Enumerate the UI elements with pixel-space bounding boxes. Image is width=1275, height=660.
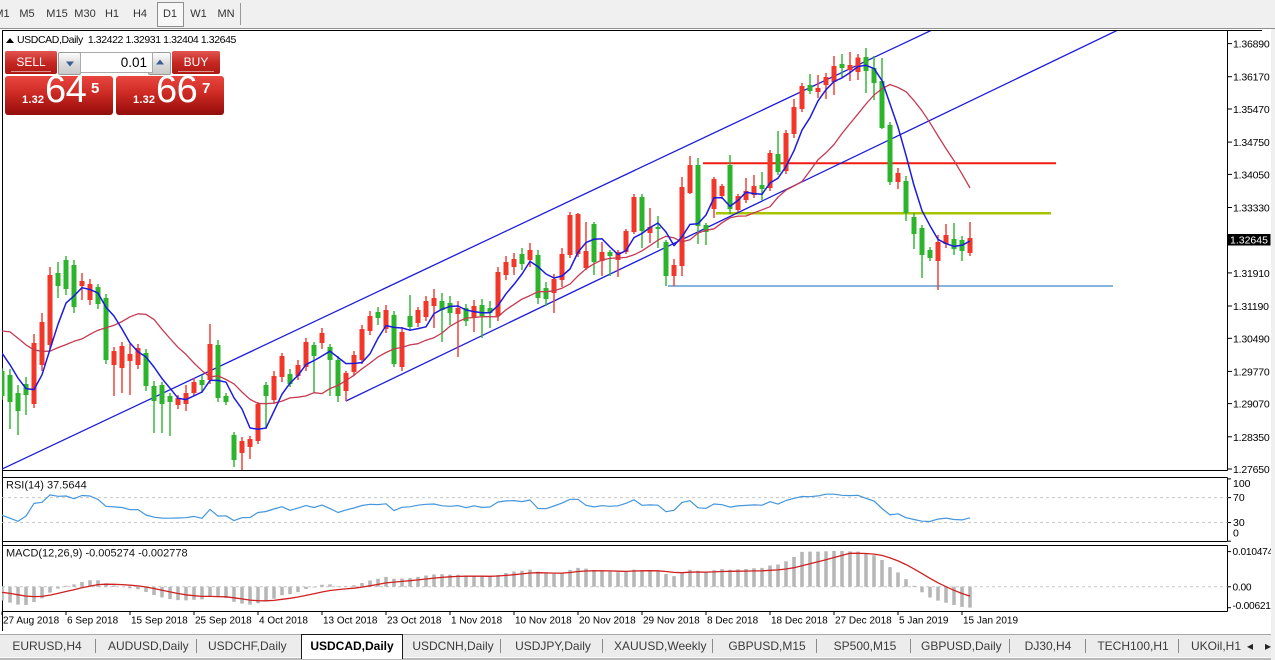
svg-text:1.34050: 1.34050 xyxy=(1233,169,1270,181)
svg-text:0.00: 0.00 xyxy=(1233,582,1252,593)
svg-text:23 Oct 2018: 23 Oct 2018 xyxy=(387,616,442,627)
svg-text:8 Dec 2018: 8 Dec 2018 xyxy=(707,616,759,627)
svg-text:10 Nov 2018: 10 Nov 2018 xyxy=(515,616,572,627)
svg-text:1.27650: 1.27650 xyxy=(1233,464,1270,476)
svg-text:15 Jan 2019: 15 Jan 2019 xyxy=(963,616,1018,627)
svg-text:70: 70 xyxy=(1233,492,1245,504)
svg-text:1.36170: 1.36170 xyxy=(1233,72,1270,84)
svg-text:5 Jan 2019: 5 Jan 2019 xyxy=(899,616,949,627)
svg-text:1.28350: 1.28350 xyxy=(1233,432,1270,444)
svg-text:1.31910: 1.31910 xyxy=(1233,268,1270,280)
svg-text:18 Dec 2018: 18 Dec 2018 xyxy=(771,616,828,627)
svg-text:27 Dec 2018: 27 Dec 2018 xyxy=(835,616,892,627)
svg-text:1.35470: 1.35470 xyxy=(1233,104,1270,116)
svg-text:4 Oct 2018: 4 Oct 2018 xyxy=(259,616,308,627)
svg-text:1.29770: 1.29770 xyxy=(1233,366,1270,378)
svg-text:1.29070: 1.29070 xyxy=(1233,399,1270,411)
svg-text:1.34750: 1.34750 xyxy=(1233,137,1270,149)
svg-text:20 Nov 2018: 20 Nov 2018 xyxy=(579,616,636,627)
svg-text:-0.006218: -0.006218 xyxy=(1233,601,1275,612)
svg-text:1.36890: 1.36890 xyxy=(1233,39,1270,51)
svg-text:1.31190: 1.31190 xyxy=(1233,301,1269,313)
svg-text:MACD(12,26,9) -0.005274 -0.002: MACD(12,26,9) -0.005274 -0.002778 xyxy=(6,548,188,560)
svg-text:1.32645: 1.32645 xyxy=(1230,235,1268,247)
svg-text:13 Oct 2018: 13 Oct 2018 xyxy=(323,616,378,627)
svg-text:0: 0 xyxy=(1233,528,1239,540)
svg-text:27 Aug 2018: 27 Aug 2018 xyxy=(3,616,60,627)
svg-text:0.010474: 0.010474 xyxy=(1233,547,1274,558)
svg-text:25 Sep 2018: 25 Sep 2018 xyxy=(195,616,252,627)
svg-text:30: 30 xyxy=(1233,517,1245,529)
svg-text:1.33330: 1.33330 xyxy=(1233,203,1270,215)
svg-text:29 Nov 2018: 29 Nov 2018 xyxy=(643,616,700,627)
svg-text:15 Sep 2018: 15 Sep 2018 xyxy=(131,616,188,627)
svg-text:1.30490: 1.30490 xyxy=(1233,333,1270,345)
svg-text:1 Nov 2018: 1 Nov 2018 xyxy=(451,616,503,627)
svg-text:RSI(14) 37.5644: RSI(14) 37.5644 xyxy=(6,480,87,492)
svg-text:6 Sep 2018: 6 Sep 2018 xyxy=(67,616,119,627)
svg-text:100: 100 xyxy=(1233,478,1251,490)
